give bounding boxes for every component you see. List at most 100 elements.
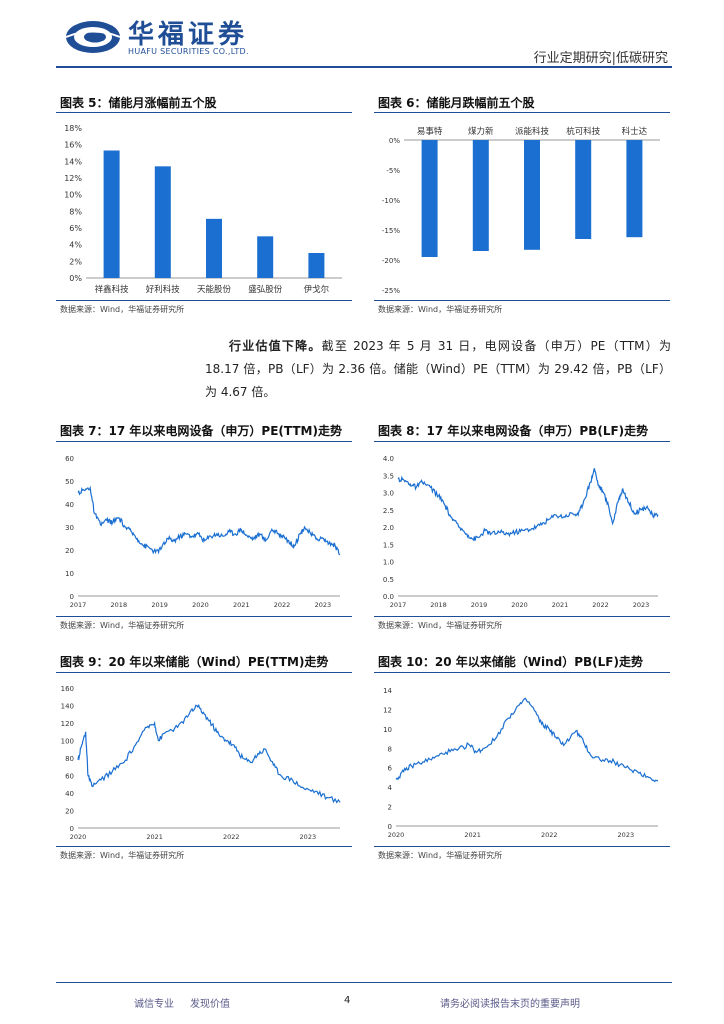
fig5-xtick: 盛弘股份 — [248, 284, 283, 295]
fig6-bar — [524, 140, 540, 250]
fig9-chart: 0 20 40 60 80 100 120 140 160 2020 2021 2022 2023 — [61, 685, 341, 841]
fig8-ytick: 4.0 — [383, 455, 394, 463]
fig8-xtick: 2018 — [430, 601, 447, 609]
fig7-xtick: 2017 — [70, 601, 87, 609]
fig5-bar — [154, 166, 171, 278]
fig8-xtick: 2017 — [390, 601, 407, 609]
footer-slogan-1: 诚信专业 — [134, 999, 174, 1010]
paragraph-body: 截至 2023 年 5 月 31 日，电网设备（申万）PE（TTM）为 18.1… — [205, 339, 671, 399]
paragraph-lead: 行业估值下降。 — [229, 339, 322, 353]
company-name-cn: 华福证券 — [128, 20, 249, 50]
fig8-xtick: 2023 — [633, 601, 650, 609]
fig6-source: 数据来源：Wind，华福证券研究所 — [378, 305, 503, 314]
fig5-xtick: 天能股份 — [197, 284, 232, 295]
fig10-ytick: 0 — [388, 823, 392, 831]
fig9-ytick: 20 — [65, 808, 74, 816]
fig9-rule — [56, 672, 352, 673]
fig9-ytick: 120 — [61, 720, 74, 728]
fig7-series-line — [77, 485, 341, 556]
fig6-ytick: 0% — [389, 137, 400, 145]
fig7-ytick: 0 — [70, 593, 74, 601]
company-name-en: HUAFU SECURITIES CO.,LTD. — [128, 47, 249, 56]
fig10-ytick: 12 — [383, 706, 392, 714]
fig6-ytick: -15% — [382, 227, 400, 235]
fig7-xtick: 2019 — [151, 601, 168, 609]
fig5-ytick: 8% — [69, 207, 82, 216]
fig7-ytick: 40 — [65, 501, 74, 509]
fig7-ytick: 10 — [65, 570, 74, 578]
fig10-title: 图表 10：20 年以来储能（Wind）PB(LF)走势 — [378, 655, 643, 669]
fig7-chart: 0 10 20 30 40 50 60 2017 2018 2019 2020 2021 2022 202… — [65, 455, 341, 609]
fig9-xtick: 2023 — [300, 833, 317, 841]
fig5-ytick: 18% — [64, 124, 82, 133]
fig8-ytick: 0.5 — [383, 576, 394, 584]
fig8-xtick: 2019 — [471, 601, 488, 609]
fig10-bottom-rule — [374, 846, 670, 847]
fig9-ytick: 40 — [65, 790, 74, 798]
fig6-title: 图表 6：储能月跌幅前五个股 — [378, 96, 535, 110]
company-logo — [65, 21, 121, 53]
fig7-bottom-rule — [56, 616, 352, 617]
fig8-xtick: 2020 — [511, 601, 528, 609]
fig7-xtick: 2021 — [233, 601, 250, 609]
fig8-ytick: 3.5 — [383, 472, 394, 480]
fig6-bottom-rule — [374, 300, 670, 301]
fig6-ytick: -20% — [382, 257, 400, 265]
fig9-ytick: 160 — [61, 685, 74, 693]
fig5-bottom-rule — [56, 300, 352, 301]
fig10-xtick: 2022 — [541, 831, 558, 839]
fig7-xtick: 2018 — [111, 601, 128, 609]
fig10-ytick: 6 — [388, 765, 393, 773]
fig5-ytick: 0% — [69, 274, 82, 283]
valuation-paragraph: 行业估值下降。截至 2023 年 5 月 31 日，电网设备（申万）PE（TTM… — [205, 335, 671, 404]
fig7-ytick: 20 — [65, 547, 74, 555]
fig9-bottom-rule — [56, 846, 352, 847]
fig10-xtick: 2023 — [618, 831, 635, 839]
fig8-xtick: 2021 — [552, 601, 569, 609]
fig9-ytick: 60 — [65, 773, 74, 781]
report-type: 行业定期研究|低碳研究 — [533, 51, 668, 66]
fig8-ytick: 1.0 — [383, 559, 394, 567]
fig6-xtick: 科士达 — [622, 126, 648, 137]
fig5-ytick: 10% — [64, 191, 82, 200]
fig10-ytick: 10 — [383, 726, 392, 734]
fig5-xtick: 好利科技 — [146, 284, 181, 295]
fig6-xtick: 煤力新 — [468, 126, 494, 137]
fig5-title: 图表 5：储能月涨幅前五个股 — [60, 96, 217, 110]
fig8-ytick: 1.5 — [383, 541, 394, 549]
fig7-xtick: 2023 — [315, 601, 332, 609]
fig9-series-line — [77, 703, 341, 804]
fig5-ytick: 14% — [64, 157, 82, 166]
fig5-xtick: 祥鑫科技 — [95, 284, 130, 295]
fig10-ytick: 2 — [388, 804, 392, 812]
fig6-xtick: 杭可科技 — [566, 126, 601, 137]
fig7-source: 数据来源：Wind，华福证券研究所 — [60, 621, 185, 630]
fig9-xtick: 2021 — [146, 833, 163, 841]
fig5-ytick: 4% — [69, 241, 82, 250]
fig9-source: 数据来源：Wind，华福证券研究所 — [60, 851, 185, 860]
fig9-xtick: 2022 — [223, 833, 240, 841]
fig7-rule — [56, 441, 352, 442]
fig10-xtick: 2021 — [464, 831, 481, 839]
fig7-ytick: 50 — [65, 478, 74, 486]
fig10-ytick: 14 — [383, 687, 392, 695]
fig8-ytick: 3.0 — [383, 490, 394, 498]
fig5-ytick: 6% — [69, 224, 82, 233]
fig8-series-line — [397, 468, 659, 542]
fig6-ytick: -25% — [382, 287, 400, 295]
fig9-ytick: 100 — [61, 738, 74, 746]
fig5-xtick: 伊戈尔 — [304, 284, 330, 295]
fig5-bar — [206, 218, 222, 278]
fig6-xtick: 易事特 — [417, 126, 443, 137]
fig8-xtick: 2022 — [592, 601, 609, 609]
fig10-source: 数据来源：Wind，华福证券研究所 — [378, 851, 503, 860]
fig7-xtick: 2020 — [192, 601, 209, 609]
fig5-source: 数据来源：Wind，华福证券研究所 — [60, 305, 185, 314]
fig5-chart: 0% 2% 4% 6% 8% 10% 12% 14% 16% 18% 祥鑫科技 好利科技 天能股份 盛弘股… — [64, 124, 342, 295]
fig10-ytick: 4 — [388, 784, 393, 792]
fig8-title: 图表 8：17 年以来电网设备（申万）PB(LF)走势 — [378, 424, 649, 438]
fig5-rule — [56, 112, 352, 113]
page-number: 4 — [344, 995, 351, 1006]
fig9-ytick: 80 — [65, 755, 74, 763]
fig7-ytick: 60 — [65, 455, 74, 463]
